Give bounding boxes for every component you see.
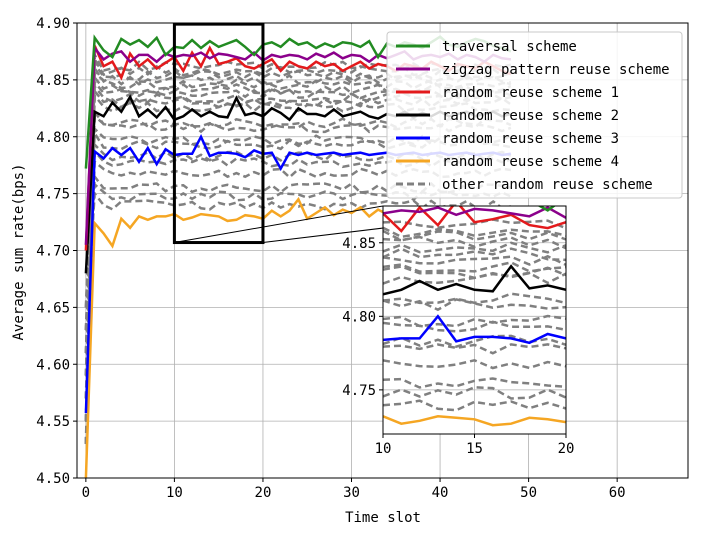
x-tick-label: 0 [82, 485, 90, 501]
inset-series-line-random-reuse-scheme-3 [383, 314, 566, 345]
inset-series-group [383, 206, 566, 427]
legend-label: traversal scheme [442, 39, 577, 55]
inset-other-random-series-line [383, 218, 566, 230]
legend-label: random reuse scheme 1 [442, 85, 619, 101]
inset-series-line-zigzag-pattern-reuse-scheme [383, 206, 566, 219]
inset-series-line-random-reuse-scheme-2 [383, 264, 566, 296]
inset-other-random-series-line [383, 229, 566, 242]
y-axis-ticks: 4.50 4.55 4.60 4.65 4.70 4.75 4.80 4.85 4.90 [36, 16, 77, 487]
inset-other-random-series-line [383, 254, 566, 267]
legend-label: random reuse scheme 2 [442, 108, 619, 124]
inset-x-tick-label: 20 [558, 441, 575, 457]
x-tick-label: 30 [343, 485, 360, 501]
inset-y-tick-label: 4.80 [342, 309, 376, 325]
x-tick-label: 10 [166, 485, 183, 501]
x-tick-label: 50 [520, 485, 537, 501]
y-tick-label: 4.90 [36, 16, 70, 32]
inset-other-random-series-line [383, 320, 566, 333]
legend-box [386, 31, 683, 199]
y-tick-label: 4.50 [36, 471, 70, 487]
y-tick-label: 4.75 [36, 187, 70, 203]
inset-other-random-series-line [383, 399, 566, 412]
x-tick-label: 20 [255, 485, 272, 501]
inset-series-line-random-reuse-scheme-4 [383, 415, 566, 427]
zoom-connector-line [174, 205, 384, 244]
legend-label: zigzag pattern reuse scheme [442, 62, 670, 78]
inset-other-random-series-line [383, 271, 566, 285]
y-axis-label: Average sum rate(bps) [11, 163, 27, 340]
inset-y-tick-label: 4.85 [342, 236, 376, 252]
y-tick-label: 4.80 [36, 130, 70, 146]
inset-other-random-series-line [383, 247, 566, 262]
other-random-series-line [84, 125, 512, 331]
inset-other-random-series-line [383, 241, 566, 254]
legend-label: random reuse scheme 4 [442, 154, 619, 170]
legend-label: other random reuse scheme [442, 177, 653, 193]
zoom-box [172, 22, 265, 245]
inset-other-random-series-line [383, 226, 566, 239]
other-random-series-line [84, 159, 512, 399]
x-axis-label: Time slot [345, 510, 421, 526]
other-random-series-line [84, 87, 512, 422]
x-tick-label: 60 [609, 485, 626, 501]
legend: traversal scheme zigzag pattern reuse sch… [386, 31, 683, 199]
x-axis-ticks: 0 10 20 30 40 50 60 [82, 478, 626, 501]
y-tick-label: 4.85 [36, 73, 70, 89]
inset-series-line-random-reuse-scheme-1 [383, 206, 566, 233]
y-tick-label: 4.70 [36, 244, 70, 260]
inset-other-random-series-line [383, 343, 566, 355]
inset-other-random-series-line [383, 298, 566, 312]
inset-other-random-series-line [383, 358, 566, 370]
y-tick-label: 4.55 [36, 414, 70, 430]
inset-x-tick-label: 15 [466, 441, 483, 457]
y-tick-label: 4.65 [36, 300, 70, 316]
inset-other-random-series-line [383, 235, 566, 250]
inset-other-random-series-line [383, 314, 566, 328]
inset-y-tick-label: 4.75 [342, 383, 376, 399]
x-tick-label: 40 [432, 485, 449, 501]
inset-other-random-series-line [383, 377, 566, 389]
other-random-series-line [84, 181, 512, 353]
legend-label: random reuse scheme 3 [442, 131, 619, 147]
inset-other-random-series-line [383, 292, 566, 305]
inset-chart: 10 15 20 4.75 4.80 4.85 [342, 205, 575, 457]
inset-frame [382, 205, 567, 435]
inset-x-tick-label: 10 [375, 441, 392, 457]
y-tick-label: 4.60 [36, 357, 70, 373]
